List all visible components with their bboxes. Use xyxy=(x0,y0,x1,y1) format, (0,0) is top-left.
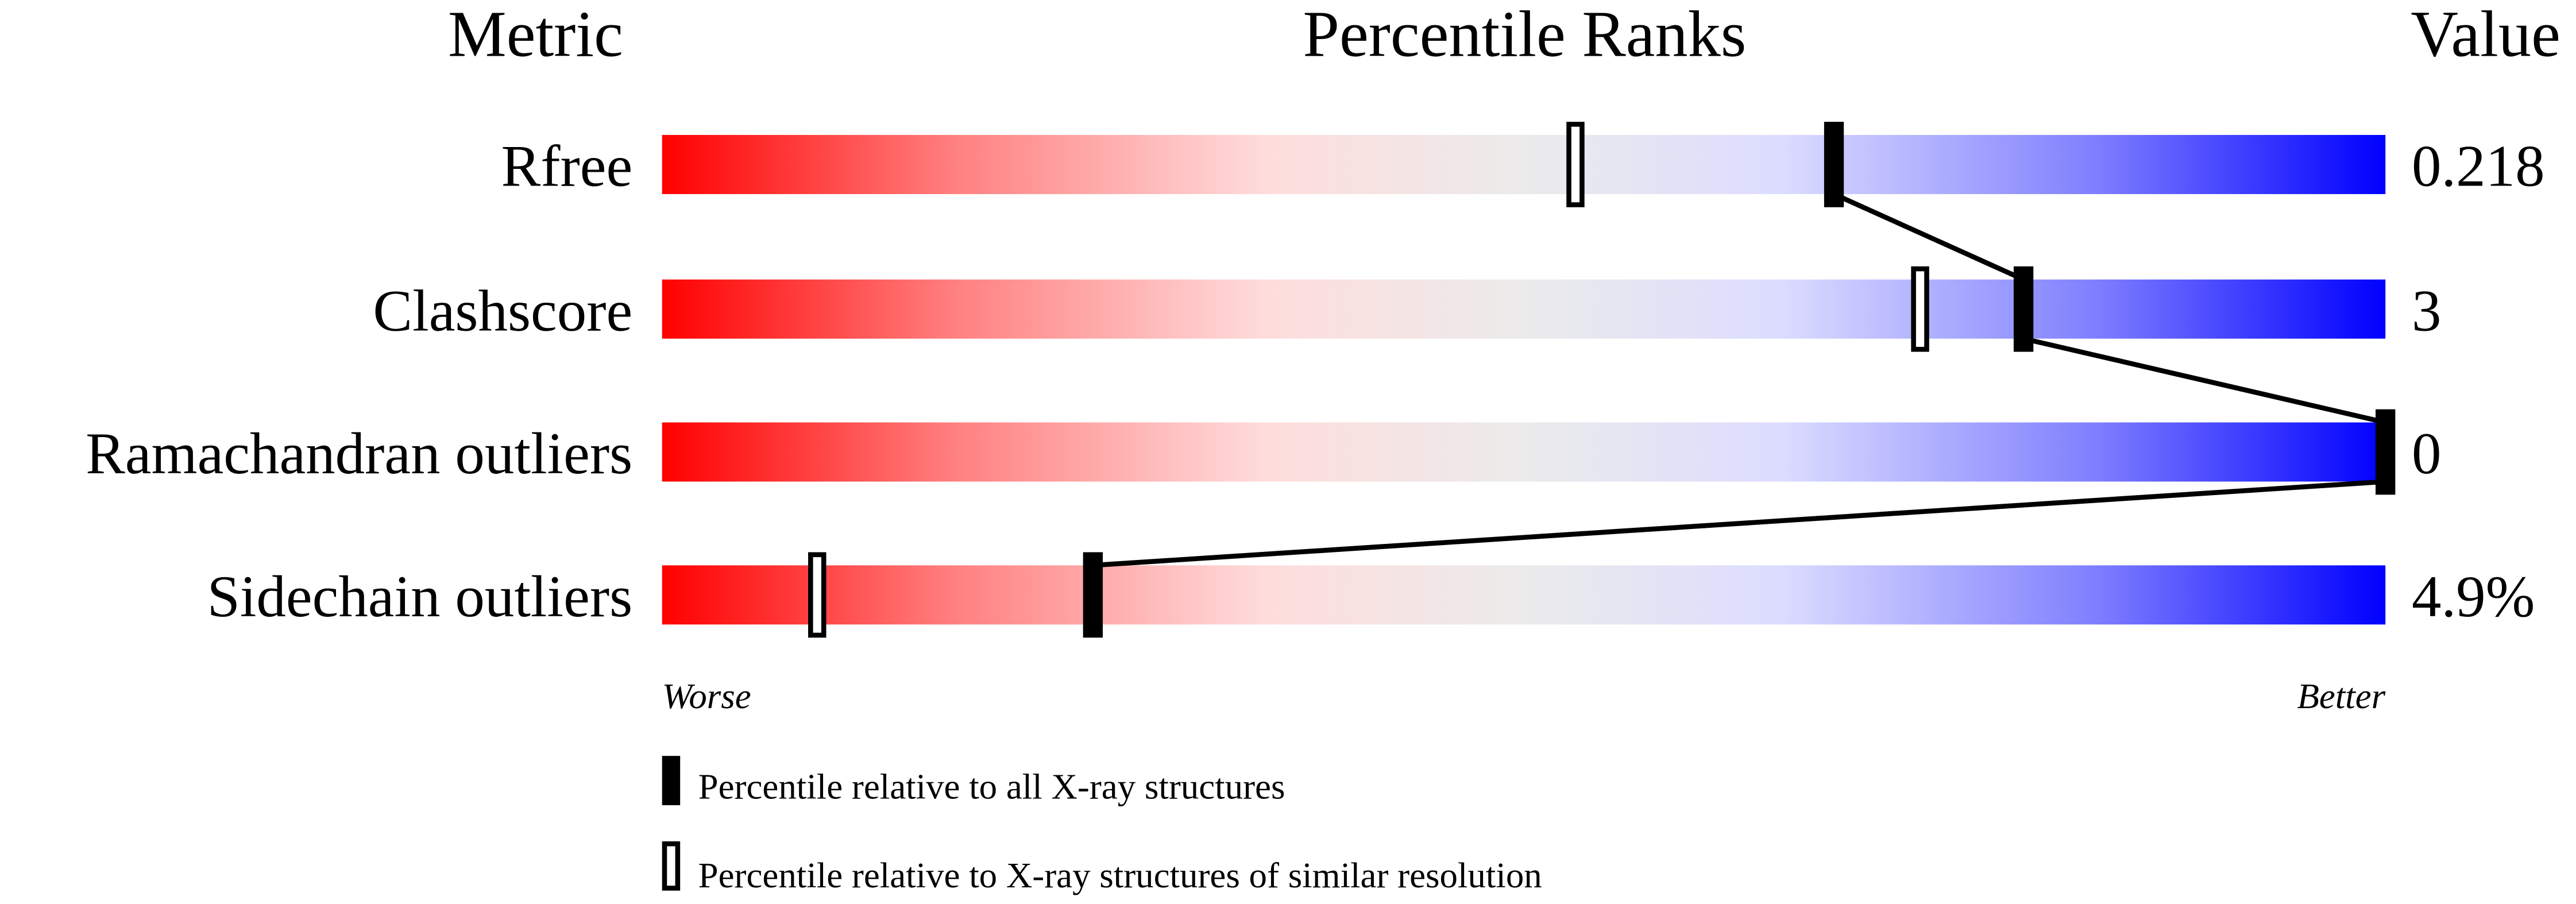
all-structures-marker xyxy=(1824,122,1844,207)
all-structures-marker xyxy=(1083,552,1103,638)
metric-value: 0.218 xyxy=(2412,134,2545,199)
header-metric: Metric xyxy=(448,0,623,71)
metric-value: 4.9% xyxy=(2412,564,2535,629)
metric-value: 3 xyxy=(2412,278,2441,343)
metric-label: Ramachandran outliers xyxy=(86,421,632,486)
percentile-bar xyxy=(662,422,2386,482)
all-structures-marker xyxy=(2013,266,2034,352)
metric-label: Sidechain outliers xyxy=(207,564,633,629)
connector-line xyxy=(1833,192,2025,282)
metric-label: Rfree xyxy=(501,134,633,199)
similar-resolution-marker xyxy=(1566,122,1585,207)
percentile-bar xyxy=(662,134,2386,194)
all-structures-marker xyxy=(2376,409,2396,495)
metric-value: 0 xyxy=(2412,421,2441,486)
connector-line xyxy=(1092,479,2386,568)
percentile-bar xyxy=(662,279,2386,339)
similar-resolution-marker xyxy=(1911,266,1929,352)
legend-all-marker xyxy=(662,756,681,805)
legend-all-label: Percentile relative to all X-ray structu… xyxy=(698,767,1285,807)
percentile-bar xyxy=(662,565,2386,625)
header-percentile: Percentile Ranks xyxy=(1303,0,1746,71)
legend-similar-marker xyxy=(662,841,681,891)
worse-label: Worse xyxy=(662,676,751,716)
connector-line xyxy=(2023,336,2386,425)
header-value: Value xyxy=(2411,0,2560,71)
similar-resolution-marker xyxy=(808,552,827,638)
legend-similar-label: Percentile relative to X-ray structures … xyxy=(698,855,1542,895)
metric-label: Clashscore xyxy=(373,278,632,343)
better-label: Better xyxy=(2297,676,2385,716)
